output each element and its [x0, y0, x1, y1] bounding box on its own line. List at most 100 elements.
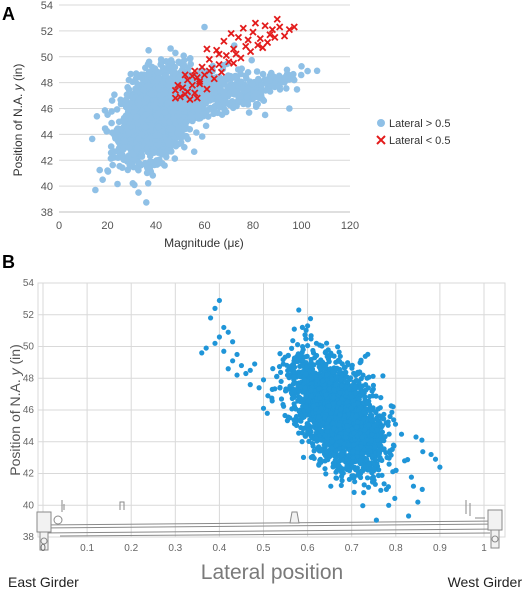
- point-lateral-gt-0.5: [204, 113, 212, 120]
- point-lateral-position: [212, 340, 218, 346]
- point-lateral-position: [311, 403, 317, 409]
- point-lateral-gt-0.5: [283, 66, 291, 74]
- point-lateral-position: [384, 454, 390, 461]
- point-lateral-position: [353, 413, 359, 419]
- point-lateral-gt-0.5: [222, 108, 230, 116]
- point-lateral-gt-0.5: [231, 88, 238, 95]
- point-lateral-position: [322, 453, 329, 459]
- point-lateral-position: [291, 373, 297, 379]
- point-lateral-position: [347, 386, 353, 392]
- point-lateral-position: [305, 343, 311, 349]
- point-lateral-lt-0.5: [246, 47, 255, 56]
- point-lateral-position: [316, 386, 322, 392]
- point-lateral-position: [420, 449, 426, 455]
- point-lateral-gt-0.5: [216, 104, 223, 111]
- point-lateral-position: [212, 305, 218, 311]
- point-lateral-position: [361, 490, 367, 496]
- point-lateral-gt-0.5: [293, 86, 301, 93]
- point-lateral-position: [291, 401, 297, 407]
- point-lateral-gt-0.5: [253, 68, 261, 75]
- point-lateral-position: [289, 345, 295, 351]
- point-lateral-position: [321, 442, 327, 448]
- panel-b-y-tick-label: 46: [23, 405, 35, 416]
- point-lateral-position: [343, 434, 349, 440]
- point-lateral-gt-0.5: [157, 97, 165, 104]
- point-lateral-position: [281, 403, 287, 409]
- panel-b-y-tick-label: 50: [23, 342, 35, 353]
- point-lateral-position: [363, 382, 369, 388]
- point-lateral-position: [361, 416, 367, 422]
- point-lateral-position: [314, 377, 320, 383]
- point-lateral-position: [291, 369, 297, 375]
- point-lateral-position: [324, 428, 330, 434]
- point-lateral-position: [295, 342, 301, 348]
- point-lateral-position: [328, 483, 334, 489]
- point-lateral-gt-0.5: [101, 107, 109, 114]
- point-lateral-position: [339, 478, 345, 484]
- point-lateral-gt-0.5: [118, 153, 125, 161]
- point-lateral-position: [256, 385, 262, 391]
- point-lateral-position: [351, 430, 357, 436]
- point-lateral-position: [331, 452, 337, 458]
- point-lateral-position: [330, 394, 337, 401]
- point-lateral-position: [381, 481, 387, 487]
- point-lateral-lt-0.5: [290, 23, 298, 31]
- point-lateral-gt-0.5: [161, 109, 169, 116]
- point-lateral-gt-0.5: [107, 143, 115, 150]
- point-lateral-position: [300, 362, 306, 368]
- point-lateral-position: [398, 431, 405, 437]
- point-lateral-position: [392, 421, 399, 427]
- point-lateral-lt-0.5: [220, 37, 228, 45]
- point-lateral-position: [300, 454, 307, 460]
- point-lateral-position: [393, 467, 399, 473]
- point-lateral-lt-0.5: [259, 44, 267, 52]
- point-lateral-position: [343, 431, 349, 437]
- point-lateral-position: [331, 426, 337, 432]
- point-lateral-position: [335, 344, 341, 350]
- point-lateral-gt-0.5: [238, 78, 245, 86]
- point-lateral-position: [376, 451, 382, 457]
- point-lateral-position: [350, 475, 356, 481]
- point-lateral-position: [371, 423, 377, 429]
- point-lateral-position: [290, 338, 296, 344]
- point-lateral-position: [369, 453, 375, 459]
- point-lateral-gt-0.5: [142, 111, 150, 118]
- point-lateral-position: [344, 423, 350, 429]
- point-lateral-position: [318, 405, 324, 411]
- point-lateral-position: [247, 382, 253, 388]
- point-lateral-lt-0.5: [188, 72, 197, 80]
- point-lateral-position: [303, 393, 309, 399]
- point-lateral-gt-0.5: [119, 146, 127, 153]
- point-lateral-position: [343, 456, 349, 462]
- point-lateral-position: [291, 394, 297, 400]
- point-lateral-position: [289, 390, 295, 396]
- point-lateral-position: [354, 424, 360, 430]
- point-lateral-lt-0.5: [174, 81, 182, 89]
- point-lateral-position: [345, 442, 351, 448]
- point-lateral-position: [370, 386, 376, 392]
- point-lateral-position: [437, 464, 443, 470]
- point-lateral-position: [269, 386, 275, 392]
- legend-x-marker: [376, 135, 386, 145]
- point-lateral-position: [363, 464, 369, 470]
- point-lateral-position: [323, 471, 329, 477]
- point-lateral-position: [305, 422, 311, 428]
- point-lateral-gt-0.5: [154, 84, 162, 92]
- point-lateral-position: [354, 467, 360, 474]
- point-lateral-position: [341, 365, 347, 371]
- point-lateral-position: [367, 408, 373, 414]
- point-lateral-gt-0.5: [116, 162, 123, 170]
- point-lateral-gt-0.5: [211, 81, 218, 89]
- point-lateral-position: [336, 400, 342, 406]
- point-lateral-gt-0.5: [109, 161, 116, 169]
- point-lateral-position: [322, 458, 328, 464]
- point-lateral-position: [238, 362, 245, 369]
- point-lateral-position: [303, 336, 309, 342]
- point-lateral-position: [289, 406, 295, 412]
- point-lateral-gt-0.5: [170, 115, 177, 123]
- point-lateral-position: [339, 383, 345, 389]
- point-lateral-position: [316, 414, 322, 420]
- point-lateral-gt-0.5: [174, 129, 181, 137]
- point-lateral-gt-0.5: [237, 70, 244, 78]
